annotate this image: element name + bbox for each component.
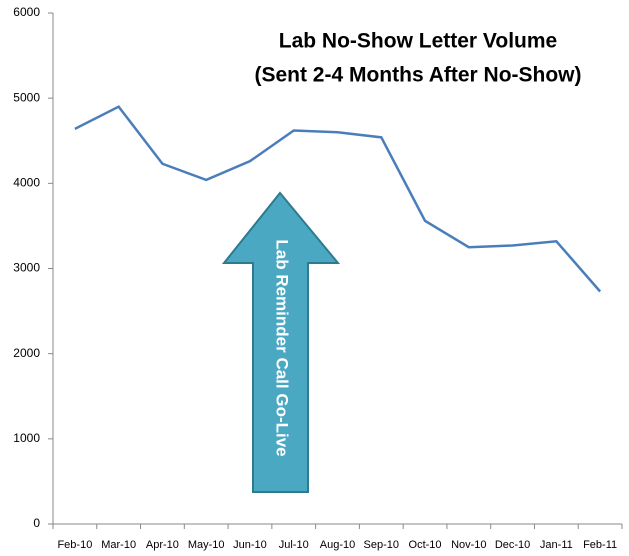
x-tick-label: Apr-10 xyxy=(146,539,179,551)
y-tick-label: 5000 xyxy=(13,90,40,104)
y-tick-label: 1000 xyxy=(13,431,40,445)
y-tick-label: 3000 xyxy=(13,261,40,275)
x-tick-label: Sep-10 xyxy=(364,539,399,551)
line xyxy=(74,105,602,293)
chart-title: Lab No-Show Letter Volume xyxy=(279,30,557,53)
x-tick-label: Feb-10 xyxy=(57,539,92,551)
chart-title: (Sent 2-4 Months After No-Show) xyxy=(254,64,581,87)
annotation: Lab Reminder Call Go-Live xyxy=(273,239,292,456)
x-tick-label: Dec-10 xyxy=(495,539,530,551)
y-tick-label: 0 xyxy=(33,516,40,530)
x-tick-label: Oct-10 xyxy=(409,539,442,551)
x-tick-label: Jun-10 xyxy=(233,539,267,551)
y-tick-label: 2000 xyxy=(13,346,40,360)
x-tick-label: Feb-11 xyxy=(583,539,617,551)
x-tick-label: Aug-10 xyxy=(320,539,355,551)
arrow xyxy=(221,191,341,493)
x-tick-label: Nov-10 xyxy=(451,539,486,551)
x-tick-label: Mar-10 xyxy=(101,539,136,551)
y-tick-label: 4000 xyxy=(13,176,40,190)
x-tick-label: Jan-11 xyxy=(540,539,573,551)
x-tick-label: May-10 xyxy=(188,539,225,551)
y-tick-label: 6000 xyxy=(13,5,40,19)
x-tick-label: Jul-10 xyxy=(279,539,309,551)
